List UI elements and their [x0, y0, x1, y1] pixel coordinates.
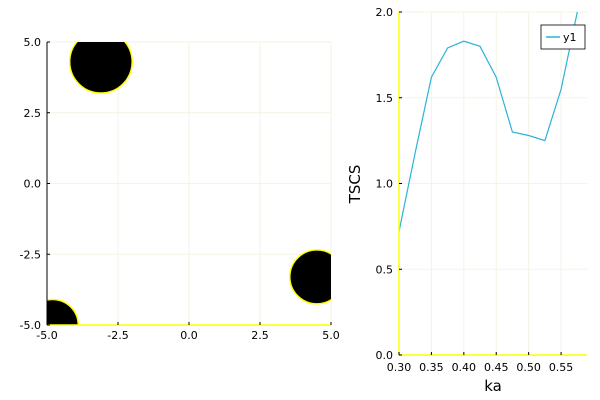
y-tick-label: 1.5 — [376, 92, 394, 105]
x-tick-label: 0.0 — [180, 329, 198, 342]
x-tick-label: 0.45 — [484, 361, 509, 374]
series-line-y1 — [398, 11, 578, 232]
line-series — [398, 11, 578, 232]
y-tick-label: 2.0 — [376, 6, 394, 19]
circle-marker — [289, 249, 331, 305]
legend-label: y1 — [563, 31, 577, 44]
circle-marker — [47, 298, 79, 325]
y-tick-label: -5.0 — [20, 319, 41, 332]
y-tick-label: 0.0 — [376, 349, 394, 362]
x-tick-label: 0.30 — [387, 361, 412, 374]
y-tick-label: -2.5 — [20, 248, 41, 261]
scatter-x-ticks: -5.0 -2.5 0.0 2.5 5.0 — [36, 322, 340, 342]
circle-marker — [68, 42, 133, 94]
x-tick-label: -2.5 — [107, 329, 128, 342]
y-tick-label: 2.5 — [24, 107, 42, 120]
line-y-ticks: 0.0 0.5 1.0 1.5 2.0 — [376, 6, 402, 362]
y-tick-label: 5.0 — [24, 36, 42, 49]
x-tick-label: -5.0 — [36, 329, 57, 342]
line-x-ticks: 0.30 0.35 0.40 0.45 0.50 0.55 — [387, 352, 574, 374]
y-tick-label: 0.0 — [24, 178, 42, 191]
y-tick-label: 0.5 — [376, 263, 394, 276]
scatter-circles — [47, 42, 331, 325]
x-tick-label: 0.35 — [419, 361, 444, 374]
x-tick-label: 0.50 — [516, 361, 541, 374]
x-axis-label: ka — [484, 377, 502, 395]
x-tick-label: 0.55 — [549, 361, 574, 374]
legend: y1 — [540, 24, 586, 50]
scatter-panel: -5.0 -2.5 0.0 2.5 5.0 -5.0 -2.5 0.0 2.5 5.0 — [20, 36, 340, 342]
y-tick-label: 1.0 — [376, 178, 394, 191]
x-tick-label: 2.5 — [251, 329, 269, 342]
x-tick-label: 0.40 — [452, 361, 477, 374]
y-axis-label: TSCS — [346, 165, 364, 205]
scatter-y-ticks: -5.0 -2.5 0.0 2.5 5.0 — [20, 36, 50, 332]
x-tick-label: 5.0 — [322, 329, 340, 342]
line-panel: 0.30 0.35 0.40 0.45 0.50 0.55 0.0 0.5 1.0 1.5 2.0… — [346, 6, 587, 395]
